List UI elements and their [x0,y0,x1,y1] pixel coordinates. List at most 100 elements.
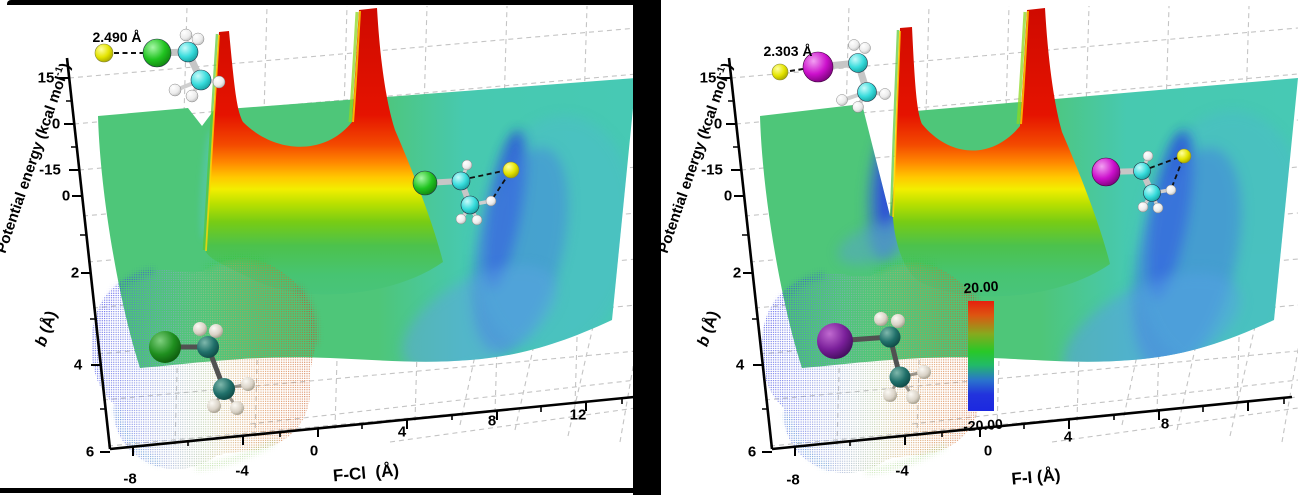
z-axis-tick: 15 [699,69,717,87]
b-axis-tick: 0 [61,187,71,205]
atom-h [883,388,897,402]
x-axis-label: F-I (Å) [1010,465,1062,489]
atom-f [1176,148,1192,164]
atom-h [193,322,207,336]
x-axis-tick: -8 [786,471,800,489]
atom-h [836,94,848,106]
atom-h [859,42,871,54]
distance-annotation: 2.303 Å [763,43,813,59]
panel-f-cl: 2.490 Å Potential energy (kcal mol-1) b … [0,0,637,495]
colorbar [968,301,994,411]
x-axis-tick: 8 [1160,415,1170,433]
atom-h [241,377,255,391]
molecule-product-complex [412,159,520,226]
surface-plot-f-cl [59,5,637,471]
mep-molecule [149,322,255,415]
atom-h [471,214,483,226]
atom-c [1133,162,1151,180]
atom-c [1143,184,1161,202]
atom-h [179,28,193,42]
atom-h [185,89,199,103]
z-axis-tick: 0 [713,115,723,133]
molecule-reactant-complex [771,39,891,113]
atom-cl [142,38,172,68]
x-axis-tick: -4 [895,462,909,480]
axes [59,57,635,456]
mep-cloud [761,259,988,475]
atom-cl [412,170,438,196]
atom-c [889,366,911,388]
b-axis-tick: 6 [747,443,757,461]
atom-h [879,88,891,100]
x-axis-tick: 4 [397,423,407,441]
atom-h [212,75,226,89]
atom-f [502,161,520,179]
atom-h [917,365,931,379]
x-axis-tick: -4 [235,462,249,480]
atom-h [168,83,182,97]
atom-h [485,195,497,207]
atom-h [1165,184,1177,196]
atom-h [874,312,888,326]
atom-cl [149,331,181,363]
z-axis-tick: 0 [51,115,61,133]
b-axis-tick: 0 [723,187,733,205]
atom-c [848,53,868,73]
colorbar-min-label: -20.00 [962,415,1004,435]
molecule-reactant-complex [94,28,226,103]
atom-h [906,390,920,404]
x-axis-tick: -8 [123,470,137,488]
x-axis-tick: 0 [309,442,319,460]
z-axis-tick: -15 [701,161,723,179]
energy-ridge [202,8,443,295]
z-axis-tick: -15 [39,161,61,179]
atom-c [213,378,235,400]
b-axis-tick: 2 [70,264,80,282]
b-axis-tick: 4 [735,356,745,374]
x-axis-tick: 0 [983,442,993,460]
distance-annotation: 2.490 Å [92,29,142,45]
atom-f [771,63,789,81]
atom-h [848,39,860,51]
energy-ridge [889,8,1110,297]
atom-i [1091,157,1121,187]
panel-f-i: 2.303 Å Potential energy (kcal mol-1) b … [655,0,1298,495]
b-axis-tick: 4 [73,356,83,374]
left-panel-frame-top [7,0,661,5]
atom-h [1142,150,1154,162]
atom-c [197,336,219,358]
atom-c [460,195,480,215]
atom-h [230,401,244,415]
atom-h [461,159,473,171]
atom-h [191,32,205,46]
z-axis-tick: 15 [37,69,55,87]
atom-h [891,314,905,328]
atom-c [190,69,212,91]
x-axis-tick: 4 [1063,428,1073,446]
atom-c [177,41,199,63]
mep-cloud [91,255,318,471]
atom-h [1152,202,1164,214]
atom-c [879,326,901,348]
atom-i [802,51,834,83]
colorbar-max-label: 20.00 [962,277,1000,297]
atom-h [209,324,223,338]
surface-plot-f-i [721,5,1298,475]
atom-c [857,82,877,102]
atom-f [94,43,114,63]
b-axis-tick: 6 [85,443,95,461]
atom-i [817,323,853,359]
panel-divider [633,0,661,495]
atom-h [1137,201,1149,213]
b-axis-tick: 2 [732,264,742,282]
molecule-product-complex [1091,148,1192,214]
x-axis-tick: 12 [569,406,587,424]
x-axis-tick: 8 [487,412,497,430]
mep-molecule [817,312,931,404]
axes [721,57,1293,456]
atom-c [451,171,471,191]
atom-h [455,213,467,225]
atom-h [207,399,221,413]
atom-h [852,101,864,113]
